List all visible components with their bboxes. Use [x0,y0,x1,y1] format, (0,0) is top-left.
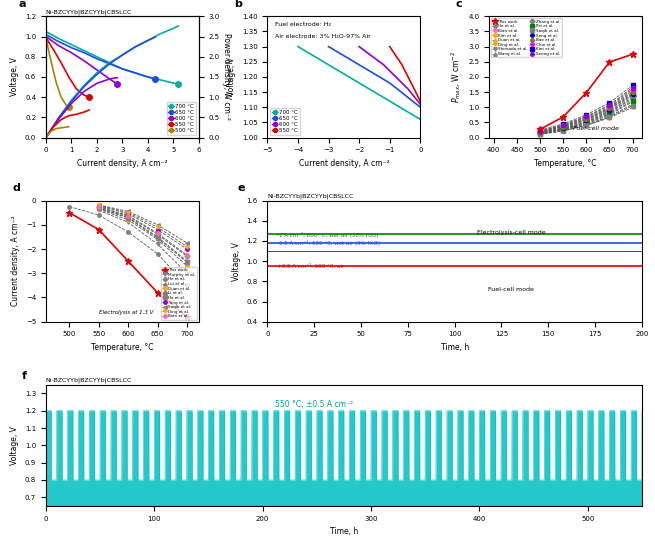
This work [66,209,73,216]
Text: e: e [238,183,245,193]
This work [629,51,637,58]
Text: Ni-BZCYYb|BZCYYb|CBSLCC: Ni-BZCYYb|BZCYYb|CBSLCC [267,194,354,199]
Legend: 700 °C, 650 °C, 600 °C, 550 °C, 500 °C: 700 °C, 650 °C, 600 °C, 550 °C, 500 °C [166,102,196,135]
Text: d: d [12,183,20,193]
Y-axis label: Voltage, V: Voltage, V [232,242,241,281]
Text: 550 °C; ±0.5 A cm⁻²: 550 °C; ±0.5 A cm⁻² [275,399,353,409]
Text: +0.5 A cm⁻², 600 °C, air: +0.5 A cm⁻², 600 °C, air [277,263,344,269]
Text: f: f [22,370,27,381]
This work [95,226,103,233]
Line: This work: This work [536,51,636,133]
X-axis label: Temperature, °C: Temperature, °C [91,343,153,352]
Y-axis label: Current density, A cm⁻²: Current density, A cm⁻² [11,216,20,306]
This work [559,114,567,120]
This work [183,313,191,320]
X-axis label: Time, h: Time, h [441,343,469,352]
This work [582,89,590,96]
Y-axis label: Power density, W cm⁻²: Power density, W cm⁻² [222,33,231,120]
This work [536,126,544,133]
Legend: This work, Murphy et al., He et al., Liu et al., Duan et al., Li et al., He et a: This work, Murphy et al., He et al., Liu… [161,267,196,320]
Text: Fuel electrode: H₂: Fuel electrode: H₂ [275,22,331,27]
Legend: 700 °C, 650 °C, 600 °C, 550 °C: 700 °C, 650 °C, 600 °C, 550 °C [271,108,299,135]
Text: Ni-BZCYYb|BZCYYb|CBSLCC: Ni-BZCYYb|BZCYYb|CBSLCC [46,378,132,384]
Y-axis label: Voltage, V: Voltage, V [227,58,236,96]
Text: -1 A cm⁻², 600 °C, wet air (30% H₂O): -1 A cm⁻², 600 °C, wet air (30% H₂O) [277,232,378,238]
X-axis label: Temperature, °C: Temperature, °C [534,159,597,168]
Line: This work: This work [66,209,191,320]
This work [124,258,132,264]
X-axis label: Current density, A cm⁻²: Current density, A cm⁻² [299,159,389,168]
Y-axis label: Voltage, V: Voltage, V [10,58,19,96]
Text: Ni-BZCYYb|BZCYYb|CBSLCC: Ni-BZCYYb|BZCYYb|CBSLCC [46,10,132,15]
Y-axis label: Voltage, V: Voltage, V [10,426,19,465]
This work [606,59,614,65]
Y-axis label: $P_{max}$, W cm$^{-2}$: $P_{max}$, W cm$^{-2}$ [449,51,462,103]
Text: -0.5 A cm⁻², 600 °C, wet air (3% H₂O): -0.5 A cm⁻², 600 °C, wet air (3% H₂O) [277,240,380,246]
Legend: This work, He et al., Bian et al., Kim et al., Duan et al., Ding et al., Shimada: This work, He et al., Bian et al., Kim e… [491,18,561,57]
X-axis label: Time, h: Time, h [329,527,358,536]
Text: Fuel-cell mode: Fuel-cell mode [573,126,619,131]
Text: c: c [455,0,462,9]
X-axis label: Current density, A cm⁻²: Current density, A cm⁻² [77,159,168,168]
Text: Electrolysis at 1.3 V: Electrolysis at 1.3 V [100,311,154,316]
Text: Air electrode: 3% H₂O-97% Air: Air electrode: 3% H₂O-97% Air [275,34,371,39]
Text: Fuel-cell mode: Fuel-cell mode [488,287,534,293]
Text: b: b [234,0,242,9]
Text: Electrolysis-cell mode: Electrolysis-cell mode [477,231,545,236]
Text: a: a [18,0,26,9]
This work [154,289,162,296]
